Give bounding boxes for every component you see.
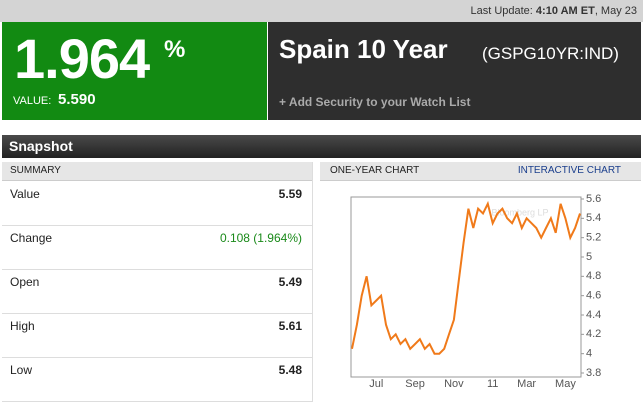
interactive-chart-link[interactable]: INTERACTIVE CHART	[517, 165, 621, 176]
value-label: VALUE:	[13, 95, 52, 107]
y-tick-label: 4.4	[586, 309, 601, 321]
summary-row: Low 5.48	[2, 357, 312, 402]
summary-header: SUMMARY	[2, 162, 312, 181]
summary-row: High 5.61	[2, 313, 312, 358]
last-update-time: 4:10 AM ET	[535, 5, 595, 17]
last-update-date: , May 23	[594, 5, 637, 17]
chart-header: ONE-YEAR CHART INTERACTIVE CHART	[320, 162, 641, 181]
x-tick-label: Jul	[369, 378, 383, 390]
summary-row: Open 5.49	[2, 269, 312, 314]
row-label: High	[10, 319, 35, 333]
pct-sign: %	[164, 36, 186, 63]
ticker: (GSPG10YR:IND)	[482, 44, 619, 63]
watch-link[interactable]: + Add Security to your Watch List	[279, 95, 471, 109]
y-tick-label: 5.4	[586, 212, 601, 224]
summary-row: Change 0.108 (1.964%)	[2, 225, 312, 270]
y-tick-label: 4	[586, 348, 592, 360]
summary-title: SUMMARY	[10, 165, 61, 176]
x-tick-label: May	[555, 378, 576, 390]
x-tick-label: Sep	[405, 378, 425, 390]
security-box: Spain 10 Year (GSPG10YR:IND) + Add Secur…	[268, 22, 641, 120]
y-tick-label: 4.8	[586, 270, 601, 282]
last-update-label: Last Update:	[470, 5, 533, 17]
y-tick-label: 5.6	[586, 193, 601, 205]
chart-panel-title: ONE-YEAR CHART	[330, 165, 420, 176]
security-name: Spain 10 Year	[279, 34, 448, 64]
y-tick-label: 4.6	[586, 290, 601, 302]
y-tick-label: 4.2	[586, 328, 601, 340]
watermark: Bloomberg LP	[491, 207, 548, 217]
quote-box: 1.964 % VALUE: 5.590	[2, 22, 267, 120]
row-label: Change	[10, 231, 53, 245]
row-label: Value	[10, 187, 40, 201]
top-bar: Last Update: 4:10 AM ET, May 23	[0, 0, 643, 22]
row-value: 5.61	[278, 319, 302, 333]
y-tick-label: 5.2	[586, 232, 601, 244]
divider	[312, 162, 313, 402]
yield: 1.964	[14, 27, 150, 90]
x-tick-label: 11	[487, 378, 498, 390]
chart: Bloomberg LP 3.8 4 4.2 4.4 4.6 4.8 5 5.2 5.4 5.6 J…	[350, 193, 601, 390]
value: 5.590	[58, 91, 96, 108]
snapshot-bar: Snapshot	[2, 135, 641, 158]
row-value: 5.48	[278, 363, 302, 377]
line	[351, 200, 581, 355]
y-tick-label: 5	[586, 251, 592, 263]
row-value: 0.108 (1.964%)	[219, 231, 302, 245]
y-tick-label: 3.8	[586, 367, 601, 379]
x-tick-label: Mar	[517, 378, 536, 390]
row-label: Low	[10, 363, 33, 377]
snapshot-title: Snapshot	[9, 138, 73, 154]
x-tick-label: Nov	[444, 378, 464, 390]
row-value: 5.59	[278, 187, 302, 201]
row-value: 5.49	[278, 275, 302, 289]
row-label: Open	[10, 275, 40, 289]
summary-row: Value 5.59	[2, 181, 312, 226]
